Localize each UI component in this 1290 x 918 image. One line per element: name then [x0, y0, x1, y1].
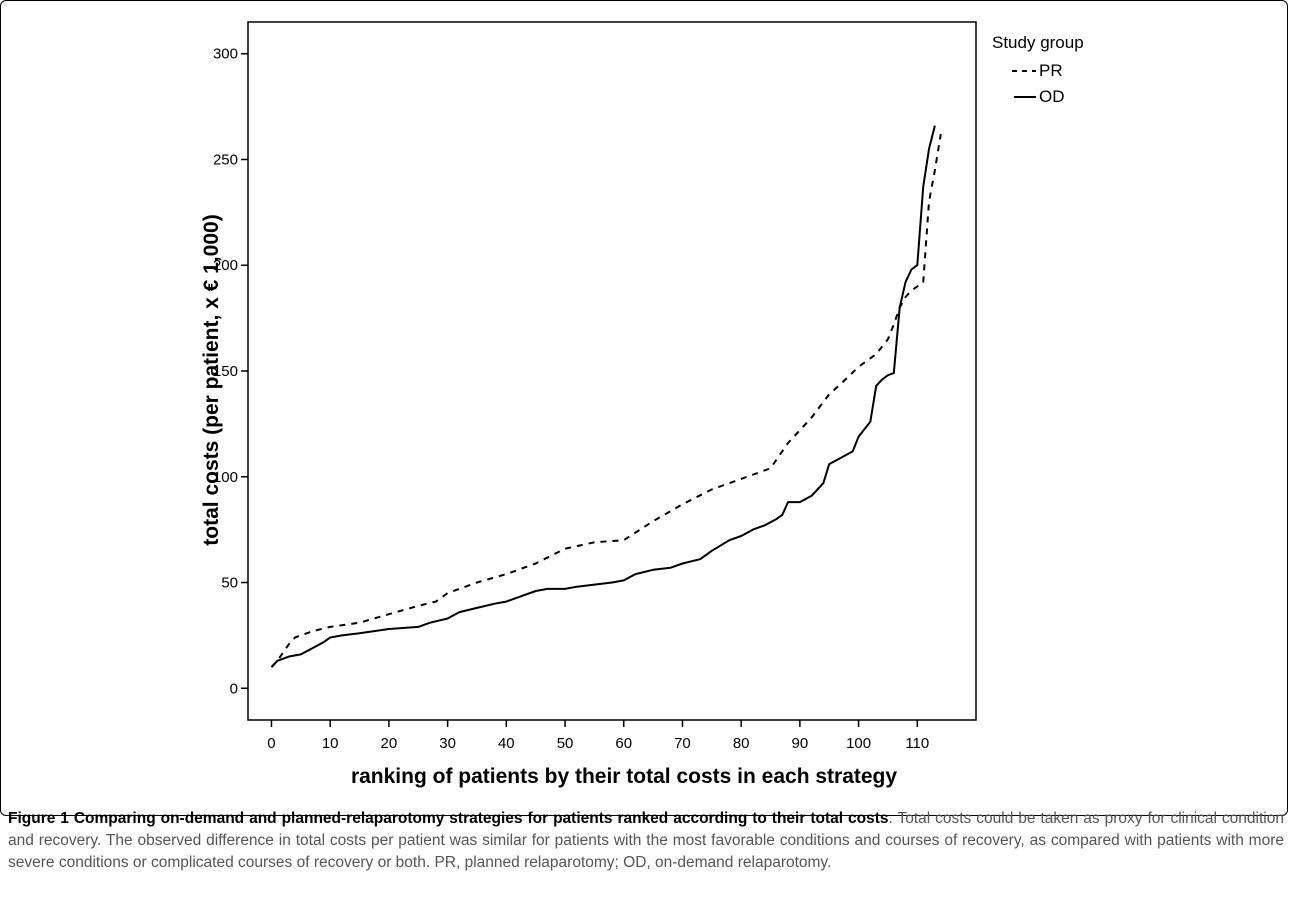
x-tick-label: 70	[674, 735, 691, 752]
plot-frame	[247, 21, 977, 721]
y-tick-label: 300	[213, 46, 238, 63]
figure-caption: Figure 1 Comparing on-demand and planned…	[8, 808, 1284, 874]
x-tick-label: 40	[498, 735, 515, 752]
y-tick-label: 0	[230, 680, 238, 697]
y-tick-label: 200	[213, 257, 238, 274]
legend-title: Study group	[992, 33, 1084, 52]
line-chart: 0 10 20 30 40 50 60 70 80 90 100 110 0 50 100 150 200 250…	[200, 21, 1084, 788]
legend-label-pr: PR	[1039, 61, 1063, 80]
x-tick-label: 80	[733, 735, 750, 752]
x-tick-label: 50	[557, 735, 574, 752]
series-line-pr	[270, 133, 942, 668]
legend-label-od: OD	[1039, 87, 1065, 106]
caption-text: . Total costs could be taken as proxy fo…	[8, 810, 1284, 871]
y-tick-label: 100	[213, 469, 238, 486]
x-tick-label: 20	[381, 735, 398, 752]
x-tick-label: 10	[322, 735, 339, 752]
x-tick-label: 90	[792, 735, 809, 752]
figure-frame	[0, 0, 1288, 816]
chart-series-layer	[270, 125, 942, 668]
x-tick-label: 60	[615, 735, 632, 752]
y-axis-title: total costs (per patient, x € 1,000)	[200, 214, 223, 545]
series-line-od	[270, 125, 936, 668]
x-tick-label: 110	[905, 735, 929, 752]
x-tick-label: 30	[439, 735, 456, 752]
chart-axes: 0 10 20 30 40 50 60 70 80 90 100 110 0 50 100 150 200 250…	[213, 21, 977, 752]
x-tick-label: 100	[846, 735, 871, 752]
x-axis-title: ranking of patients by their total costs…	[351, 765, 897, 788]
y-tick-label: 150	[213, 363, 238, 380]
x-tick-label: 0	[267, 735, 275, 752]
chart-legend: Study group PR OD	[992, 33, 1084, 106]
y-tick-label: 250	[213, 151, 238, 168]
y-tick-label: 50	[221, 575, 238, 592]
caption-label: Figure 1 Comparing on-demand and planned…	[8, 810, 889, 827]
